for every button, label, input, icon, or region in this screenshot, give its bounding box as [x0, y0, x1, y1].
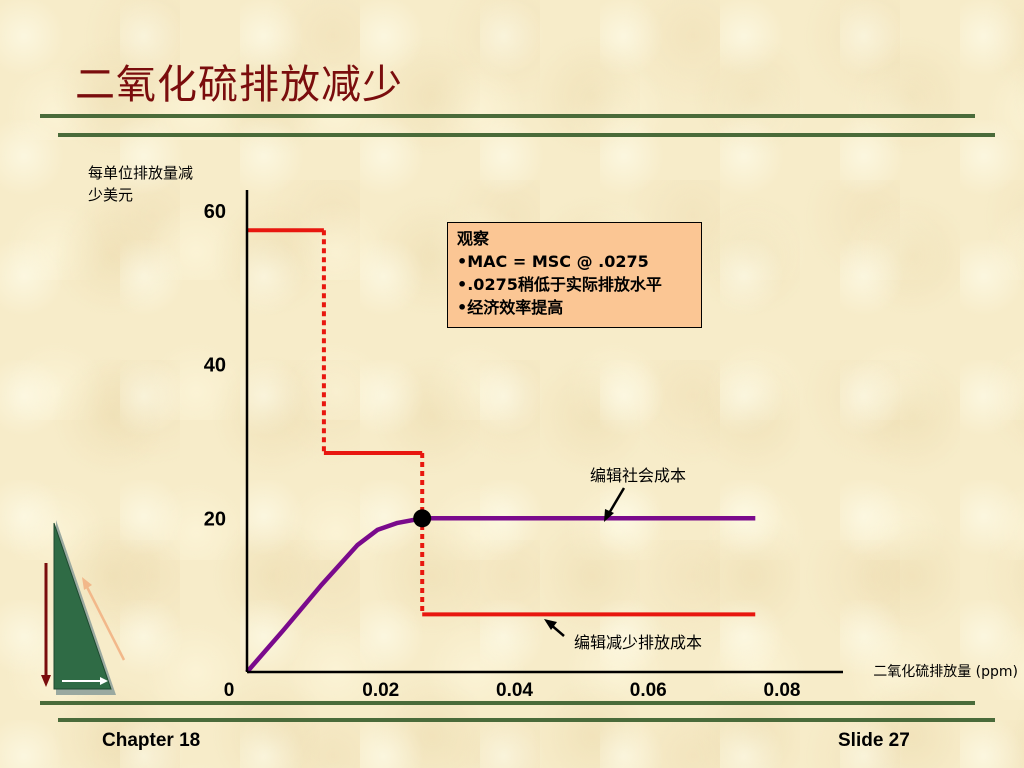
- equilibrium-point: [413, 509, 432, 528]
- x-tick-label: 0.02: [362, 680, 399, 701]
- y-tick-label: 40: [204, 355, 226, 377]
- y-tick-label: 20: [204, 508, 226, 530]
- bottom-rule-2: [58, 718, 995, 722]
- bottom-rule-1: [40, 701, 975, 705]
- decorative-triangle-logo: [41, 520, 126, 695]
- y-axis-label: 每单位排放量减少美元: [88, 164, 194, 204]
- top-rule-1: [40, 114, 975, 118]
- x-axis-label: 二氧化硫排放量 (ppm): [873, 664, 1018, 680]
- observation-box: 观察 •MAC = MSC @ .0275 •.0275稍低于实际排放水平 •经…: [447, 222, 702, 328]
- arrowhead-social-cost: [604, 509, 614, 522]
- x-tick-label: 0.06: [630, 680, 667, 701]
- footer-chapter: Chapter 18: [102, 730, 201, 751]
- top-rule-2: [58, 133, 995, 137]
- x-tick-label: 0: [224, 680, 235, 701]
- series-marginal-abatement-cost: [247, 228, 756, 617]
- arrowhead-abatement-cost: [544, 619, 557, 630]
- footer-slide-number: Slide 27: [838, 730, 910, 751]
- observation-heading: 观察: [457, 229, 490, 248]
- arrow-social-cost: [606, 487, 626, 516]
- label-abatement-cost: 编辑减少排放成本: [574, 633, 702, 652]
- observation-line-2: •.0275稍低于实际排放水平: [457, 275, 662, 294]
- x-tick-label: 0.04: [496, 680, 533, 701]
- label-social-cost: 编辑社会成本: [590, 466, 686, 485]
- observation-line-1: •MAC = MSC @ .0275: [457, 252, 649, 271]
- y-tick-label: 60: [204, 201, 226, 223]
- x-tick-label: 0.08: [764, 680, 801, 701]
- observation-line-3: •经济效率提高: [457, 298, 564, 317]
- slide-title: 二氧化硫排放减少: [75, 62, 403, 108]
